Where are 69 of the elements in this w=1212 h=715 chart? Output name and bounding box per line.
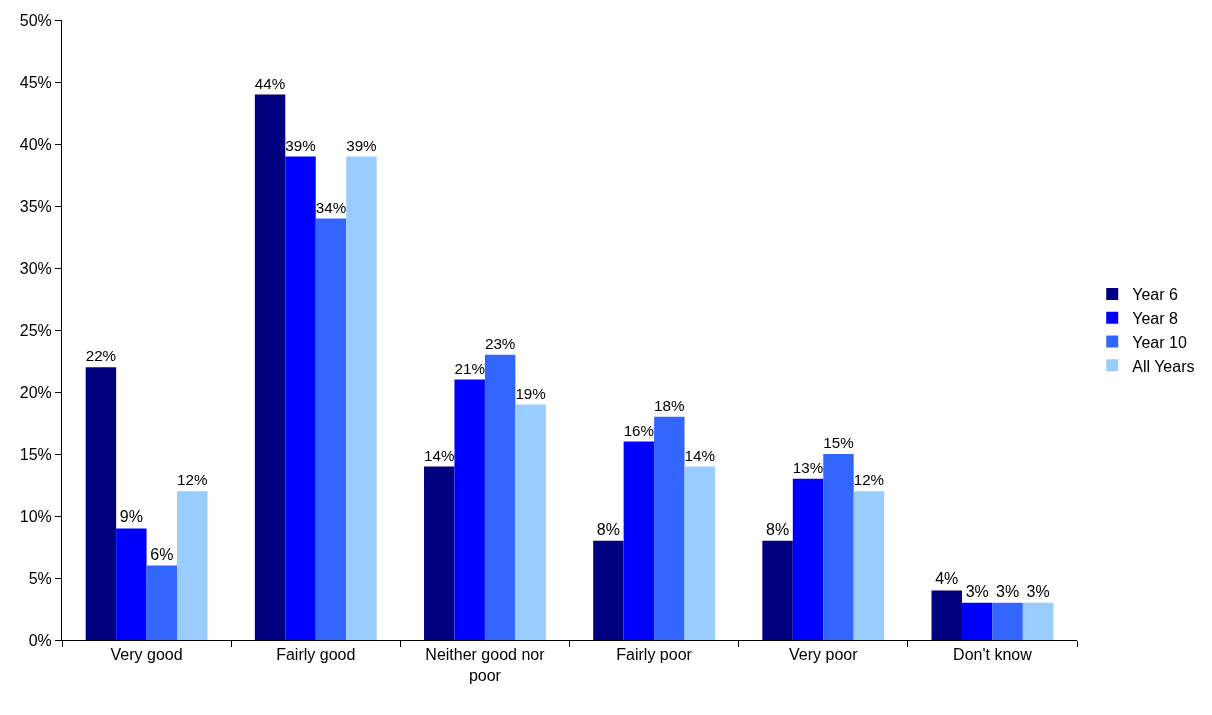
data-label: 14% [684,446,715,464]
data-label: 39% [285,136,316,154]
y-tick-label: 40% [19,135,52,153]
data-label: 8% [766,520,790,538]
bar [593,540,624,640]
y-tick-label: 35% [19,197,52,215]
data-label: 34% [315,198,347,216]
bar [823,454,854,640]
x-tick-label: Very good [110,646,183,664]
bar [853,491,885,640]
data-label: 12% [177,471,208,489]
bar [623,441,655,640]
x-tick-label: Very poor [789,646,859,664]
y-tick-label: 25% [19,321,52,339]
bar [285,156,316,640]
data-label: 14% [424,446,455,464]
y-tick-label: 45% [19,73,52,91]
y-tick-label: 0% [28,631,52,649]
x-tick-label: Fairly poor [616,646,693,664]
bar [792,478,824,640]
bar [684,466,715,640]
data-label: 23% [484,334,516,352]
legend-label: All Years [1132,357,1195,375]
bar [85,367,117,640]
y-tick-label: 30% [19,259,52,277]
bar [315,218,347,640]
bar [177,491,208,640]
bar [424,466,455,640]
bar [116,528,147,640]
bar [346,156,377,640]
y-tick-label: 5% [28,569,52,587]
data-label: 3% [965,582,989,600]
legend-label: Year 6 [1132,286,1178,304]
y-tick-label: 20% [19,383,52,401]
bar [762,540,793,640]
legend-label: Year 10 [1132,333,1187,351]
y-tick-label: 10% [19,507,52,525]
bar [454,379,485,640]
data-label: 6% [150,545,174,563]
x-tick-label: Don't know [953,646,1033,664]
data-label: 13% [792,458,824,476]
data-label: 8% [596,520,620,538]
bar [254,94,286,640]
data-label: 12% [853,471,885,489]
bar [1022,602,1054,640]
x-tick-label: Neither good nor poor [425,646,546,684]
bar [654,416,685,640]
data-label: 4% [935,570,959,588]
data-label: 3% [996,582,1020,600]
y-tick-label: 15% [19,445,52,463]
data-label: 9% [119,508,143,526]
bar [992,602,1023,640]
data-label: 39% [346,136,377,154]
bar [961,602,993,640]
data-label: 15% [823,434,854,452]
data-label: 22% [85,347,117,365]
data-label: 3% [1026,582,1050,600]
x-tick-label: Fairly good [276,646,356,664]
y-tick-label: 50% [19,11,52,29]
data-label: 21% [454,359,485,377]
bar [515,404,546,640]
bar [484,354,516,640]
data-label: 19% [515,384,546,402]
data-label: 16% [623,421,655,439]
data-label: 18% [654,396,685,414]
data-label: 44% [254,74,286,92]
bar [931,590,962,640]
bar [146,565,178,640]
legend-label: Year 8 [1132,309,1178,327]
